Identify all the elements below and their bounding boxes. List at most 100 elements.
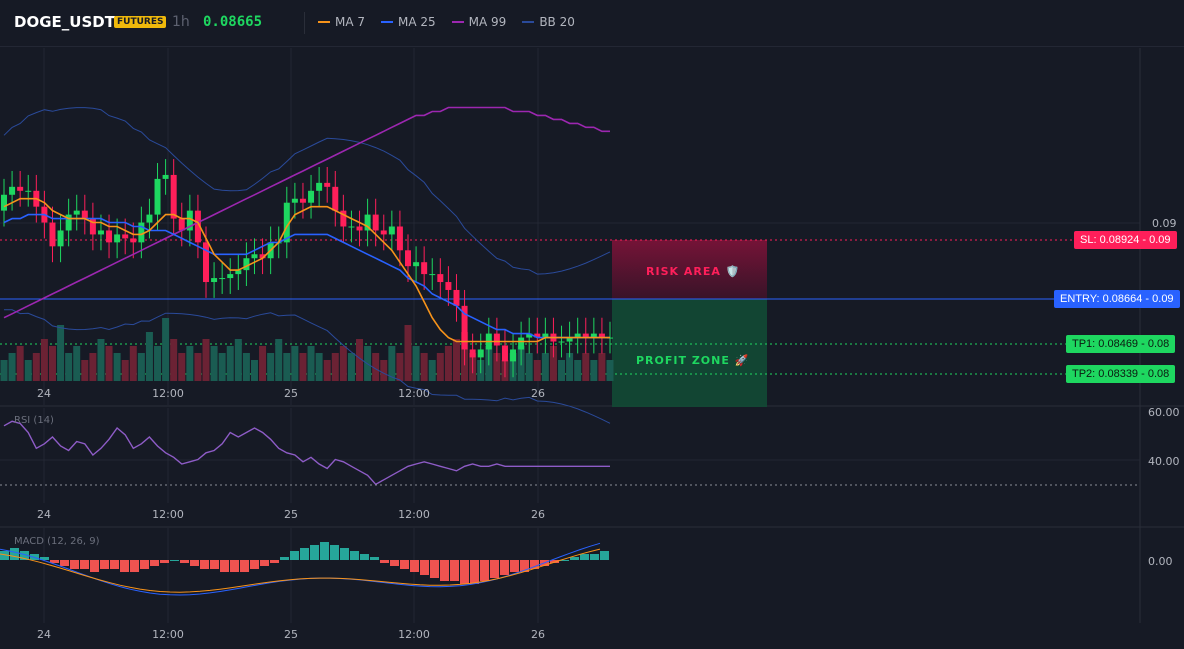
legend-ma99[interactable]: MA 99 (451, 15, 506, 29)
candle-body-54 (437, 274, 444, 283)
macd-hist-53 (530, 560, 539, 569)
volume-bar-9 (73, 346, 81, 381)
volume-bar-74 (598, 353, 606, 381)
candle-body-18 (146, 214, 153, 223)
legend-bb20[interactable]: BB 20 (522, 15, 575, 29)
volume-bar-75 (606, 360, 614, 381)
candle-body-13 (106, 230, 113, 243)
volume-bar-26 (210, 346, 218, 381)
candle-body-40 (324, 182, 331, 187)
x-tick-2-4: 26 (531, 628, 545, 641)
volume-bar-47 (380, 360, 388, 381)
macd-hist-18 (180, 560, 189, 563)
volume-bar-13 (105, 346, 113, 381)
macd-signal-line (0, 548, 601, 593)
volume-bar-24 (194, 353, 202, 381)
macd-hist-4 (40, 557, 49, 560)
last-price: 0.08665 (203, 14, 263, 30)
volume-bar-33 (267, 353, 275, 381)
volume-bar-18 (145, 332, 153, 381)
candle-body-30 (243, 258, 250, 271)
macd-hist-40 (400, 560, 409, 569)
candle-body-59 (477, 349, 484, 358)
macd-hist-11 (110, 560, 119, 569)
candles (1, 159, 613, 378)
macd-hist-28 (280, 557, 289, 560)
macd-hist-42 (420, 560, 429, 575)
moving-averages (3, 106, 610, 343)
x-tick-1-2: 25 (284, 508, 298, 521)
candle-body-9 (73, 210, 80, 215)
bb20-swatch (522, 21, 535, 23)
macd-hist-26 (260, 560, 269, 566)
macd-hist-43 (430, 560, 439, 578)
candle-body-23 (186, 210, 193, 231)
macd-hist-9 (90, 560, 99, 572)
ma99-swatch (451, 21, 464, 23)
ma25-swatch (381, 21, 394, 23)
candle-body-15 (122, 234, 129, 239)
entry-tag-axis: 0.09 (1152, 293, 1174, 305)
tp2-tag[interactable]: TP2: 0.08339 - 0.08 (1066, 365, 1176, 383)
volume-bar-6 (48, 346, 56, 381)
ma99-line (3, 106, 610, 319)
x-tick-0-0: 24 (37, 387, 51, 400)
candle-body-58 (469, 349, 476, 358)
sl-tag-axis: 0.09 (1149, 234, 1171, 246)
candle-body-37 (299, 198, 306, 203)
volume-bar-21 (170, 339, 178, 381)
volume-bar-37 (299, 353, 307, 381)
macd-hist-14 (140, 560, 149, 569)
macd-hist-20 (200, 560, 209, 569)
volume-bar-71 (574, 360, 582, 381)
macd-hist-32 (320, 542, 329, 560)
macd-hist-55 (550, 560, 559, 563)
volume-bar-1 (8, 353, 16, 381)
macd-hist-22 (220, 560, 229, 572)
volume-bar-43 (347, 353, 355, 381)
tp2-tag-axis: 0.08 (1147, 368, 1170, 380)
macd-hist-17 (170, 560, 179, 561)
candle-body-12 (97, 230, 104, 235)
sl-tag[interactable]: SL: 0.08924 - 0.09 (1074, 231, 1177, 249)
timeframe-label[interactable]: 1h (172, 14, 190, 30)
candle-body-20 (162, 174, 169, 179)
x-tick-1-1: 12:00 (152, 508, 184, 521)
legend-ma7-label: MA 7 (335, 15, 366, 29)
candle-body-64 (518, 337, 525, 350)
tp1-tag[interactable]: TP1: 0.08469 - 0.08 (1066, 335, 1176, 353)
volume-bar-41 (331, 353, 339, 381)
macd-hist-6 (60, 560, 69, 566)
macd-hist-23 (230, 560, 239, 572)
candle-body-49 (396, 226, 403, 251)
entry-tag[interactable]: ENTRY: 0.08664 - 0.09 (1054, 290, 1180, 308)
macd-hist-48 (480, 560, 489, 581)
legend-bb20-label: BB 20 (539, 15, 575, 29)
x-tick-1-3: 12:00 (398, 508, 430, 521)
macd-title: MACD (12, 26, 9) (14, 536, 100, 547)
candle-body-73 (590, 333, 597, 338)
macd-hist-25 (250, 560, 259, 569)
volume-bar-50 (404, 325, 412, 381)
volume-bar-54 (436, 353, 444, 381)
volume-bar-16 (129, 346, 137, 381)
header-divider (304, 12, 305, 34)
volume-bar-11 (89, 353, 97, 381)
candle-body-27 (219, 278, 226, 280)
legend-ma25[interactable]: MA 25 (381, 15, 436, 29)
legend-ma25-label: MA 25 (398, 15, 436, 29)
legend-ma7[interactable]: MA 7 (318, 15, 365, 29)
candle-body-14 (114, 234, 121, 243)
candle-body-43 (348, 226, 355, 228)
ma7-line (3, 197, 610, 343)
macd-hist-44 (440, 560, 449, 581)
macd-hist-46 (460, 560, 469, 584)
candle-body-3 (25, 190, 32, 192)
x-tick-0-1: 12:00 (152, 387, 184, 400)
x-tick-1-4: 26 (531, 508, 545, 521)
symbol-title[interactable]: DOGE_USDT (14, 13, 115, 31)
candle-body-62 (501, 345, 508, 362)
candle-body-46 (372, 214, 379, 231)
macd-hist-0 (0, 551, 9, 560)
